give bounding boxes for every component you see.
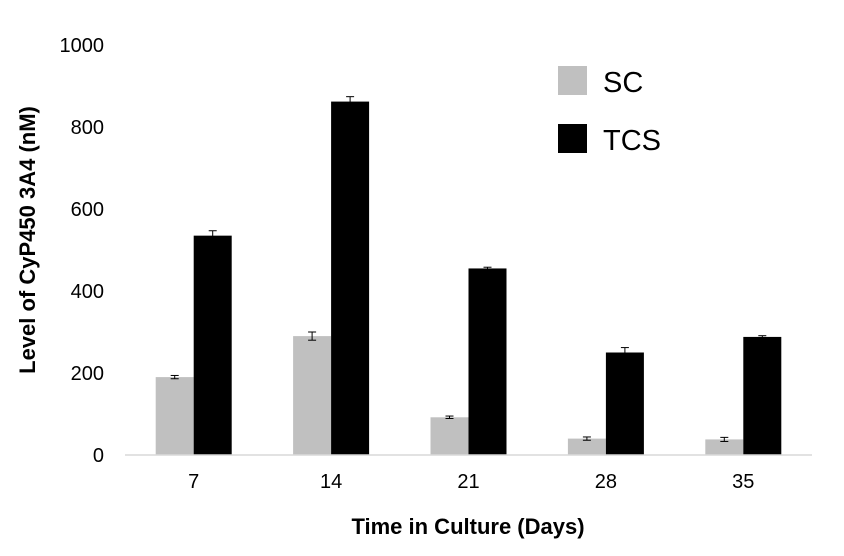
- error-bar-tcs-14: [346, 96, 355, 107]
- legend-label-tcs: TCS: [603, 125, 661, 157]
- bar-tcs-7: [193, 235, 232, 455]
- legend-label-sc: SC: [603, 67, 643, 99]
- bar-tcs-21: [468, 268, 507, 455]
- x-axis-title: Time in Culture (Days): [351, 514, 584, 539]
- y-axis-title: Level of CyP450 3A4 (nM): [15, 106, 40, 374]
- x-tick-label-7: 7: [188, 471, 199, 493]
- bar-tcs-14: [331, 101, 370, 455]
- legend-swatch-tcs: [558, 124, 587, 153]
- bars-group: [155, 101, 782, 455]
- x-tick-label-14: 14: [320, 471, 342, 493]
- bar-sc-14: [293, 336, 332, 455]
- y-tick-label-5: 1000: [60, 35, 105, 57]
- error-bar-sc-28: [582, 436, 591, 441]
- y-tick-label-0: 0: [93, 445, 104, 467]
- error-bar-tcs-21: [483, 266, 492, 271]
- x-tick-label-28: 28: [595, 471, 617, 493]
- y-axis-ticks: 0 200 400 600 800 1000: [60, 35, 105, 467]
- error-bar-sc-7: [170, 374, 179, 380]
- x-axis-ticks: 7 14 21 28 35: [188, 471, 754, 493]
- y-tick-label-1: 200: [71, 363, 104, 385]
- bar-sc-35: [705, 439, 744, 455]
- error-bar-sc-14: [308, 331, 317, 341]
- error-bars-group: [170, 96, 767, 442]
- bar-tcs-35: [743, 336, 782, 455]
- x-tick-label-35: 35: [732, 471, 754, 493]
- bar-sc-28: [567, 438, 606, 455]
- error-bar-sc-21: [445, 415, 454, 420]
- bar-sc-21: [430, 417, 469, 455]
- legend-swatch-sc: [558, 66, 587, 95]
- y-tick-label-2: 400: [71, 281, 104, 303]
- legend: SC TCS: [558, 66, 661, 157]
- error-bar-tcs-7: [208, 230, 217, 242]
- bar-tcs-28: [605, 352, 644, 455]
- y-tick-label-3: 600: [71, 199, 104, 221]
- bar-sc-7: [155, 377, 194, 455]
- error-bar-tcs-28: [620, 347, 629, 358]
- error-bar-sc-35: [720, 436, 729, 442]
- error-bar-tcs-35: [758, 335, 767, 339]
- x-tick-label-21: 21: [457, 471, 479, 493]
- y-tick-label-4: 800: [71, 117, 104, 139]
